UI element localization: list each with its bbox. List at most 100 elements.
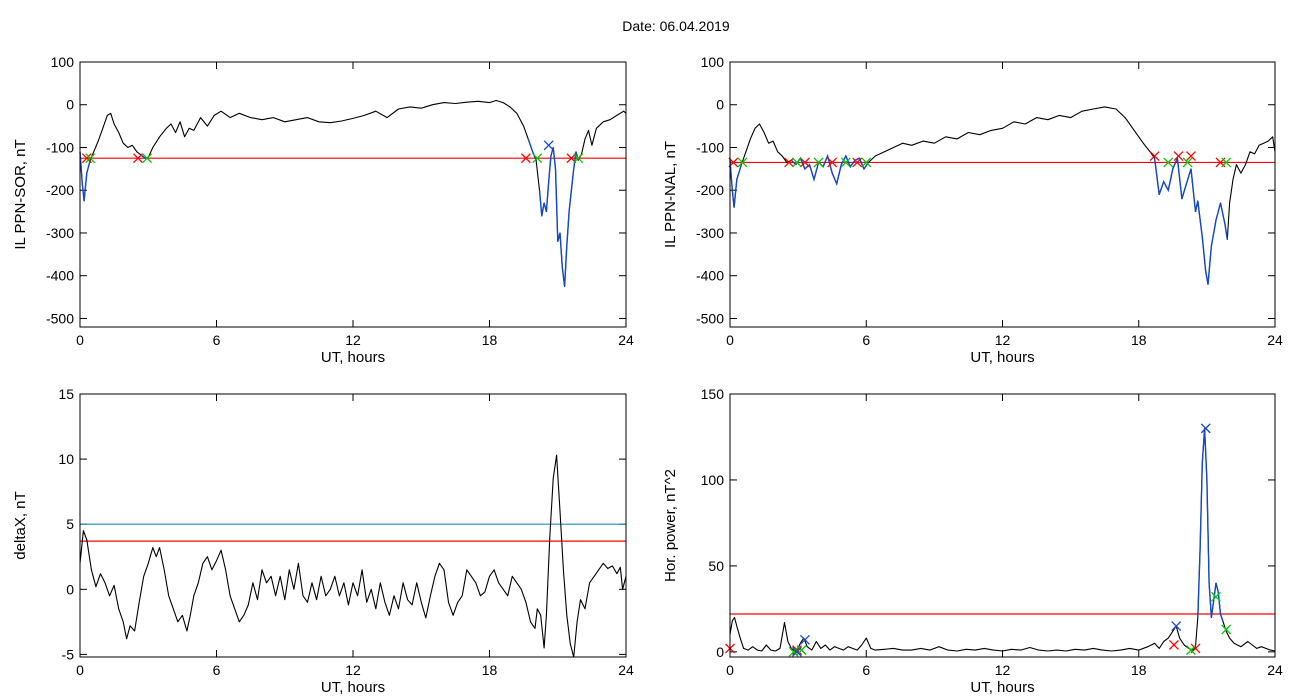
- end-marker-stroke: [85, 153, 96, 164]
- x-tick-label: 18: [482, 332, 498, 348]
- end-marker-stroke: [792, 157, 802, 168]
- start-marker-stroke: [1168, 640, 1179, 650]
- y-tick-label: 100: [701, 472, 725, 488]
- y-tick-label: 0: [716, 644, 724, 660]
- peak-marker: [799, 634, 810, 645]
- end-marker: [737, 157, 748, 168]
- y-axis-label: IL PPN-SOR, nT: [12, 139, 29, 249]
- end-marker: [1221, 157, 1232, 168]
- end-marker-stroke: [1163, 157, 1174, 168]
- chart-ppn-sor: 0 6 12 18 24 100 0 -100 -200 -300 -400 -500 UT, hour…: [12, 54, 634, 366]
- end-marker: [788, 646, 799, 657]
- event-segment: [538, 147, 579, 287]
- y-tick-label: 0: [66, 581, 74, 597]
- end-marker-stroke: [142, 153, 153, 164]
- x-tick-label: 0: [76, 662, 84, 678]
- peak-marker: [792, 646, 802, 657]
- end-marker: [792, 157, 802, 168]
- start-marker-stroke: [520, 153, 531, 164]
- end-marker: [813, 157, 824, 168]
- end-marker: [573, 153, 584, 164]
- end-marker-stroke: [861, 157, 872, 168]
- start-marker: [133, 153, 143, 164]
- peak-marker: [1200, 423, 1211, 434]
- x-tick-label: 18: [1131, 332, 1147, 348]
- y-tick-label: 0: [66, 97, 74, 113]
- event-segment: [527, 138, 537, 161]
- x-tick-label: 18: [482, 662, 498, 678]
- x-tick-label: 24: [618, 332, 634, 348]
- end-marker: [1163, 157, 1174, 168]
- x-axis-label: UT, hours: [321, 679, 385, 696]
- x-tick-label: 18: [1131, 662, 1147, 678]
- event-segment: [729, 160, 743, 208]
- end-marker: [840, 157, 851, 168]
- y-tick-label: -300: [46, 225, 74, 241]
- end-marker-stroke: [737, 157, 748, 168]
- peak-marker-stroke: [792, 646, 802, 657]
- chart-hor-power: 0 6 12 18 24 0 50 100 150 UT, hours Hor. power, nT…: [662, 386, 1283, 696]
- x-tick-label: 12: [995, 332, 1011, 348]
- series-line: [729, 427, 1276, 653]
- x-tick-label: 12: [345, 662, 361, 678]
- y-tick-label: -5: [62, 646, 75, 662]
- start-marker: [1168, 640, 1179, 650]
- y-tick-label: -200: [696, 182, 724, 198]
- y-tick-label: -400: [46, 268, 74, 284]
- x-axis-label: UT, hours: [321, 349, 385, 366]
- y-axis-label: deltaX, nT: [12, 491, 29, 559]
- x-axis-label: UT, hours: [970, 349, 1034, 366]
- peak-marker-stroke: [799, 634, 810, 645]
- start-marker-stroke: [1173, 151, 1184, 161]
- end-marker-stroke: [1182, 157, 1193, 168]
- end-marker-stroke: [840, 157, 851, 168]
- x-tick-label: 12: [345, 332, 361, 348]
- y-tick-label: -100: [696, 139, 724, 155]
- y-tick-label: 150: [701, 386, 725, 402]
- event-segment: [1153, 155, 1228, 285]
- y-axis-label: Hor. power, nT^2: [662, 469, 679, 582]
- x-tick-label: 6: [862, 332, 870, 348]
- start-marker-stroke: [799, 157, 810, 168]
- end-marker: [1182, 157, 1193, 168]
- x-axis-label: UT, hours: [970, 679, 1034, 696]
- start-marker-stroke: [133, 153, 143, 164]
- y-tick-label: -500: [46, 310, 74, 326]
- x-tick-label: 24: [1267, 662, 1283, 678]
- end-marker-stroke: [573, 153, 584, 164]
- x-tick-label: 24: [618, 662, 634, 678]
- peak-marker-stroke: [1171, 621, 1182, 632]
- end-marker-stroke: [813, 157, 824, 168]
- x-tick-label: 24: [1267, 332, 1283, 348]
- end-marker: [85, 153, 96, 164]
- end-marker: [1221, 624, 1232, 635]
- end-marker: [142, 153, 153, 164]
- page-title: Date: 06.04.2019: [622, 18, 730, 34]
- y-tick-label: 5: [66, 516, 74, 532]
- start-marker: [799, 157, 810, 168]
- peak-marker-stroke: [1200, 423, 1211, 434]
- x-tick-label: 0: [726, 662, 734, 678]
- end-marker-stroke: [1210, 591, 1221, 602]
- y-tick-label: -300: [696, 225, 724, 241]
- start-marker: [520, 153, 531, 164]
- y-tick-label: -500: [696, 310, 724, 326]
- start-marker: [1173, 151, 1184, 161]
- y-axis-label: IL PPN-NAL, nT: [662, 141, 679, 248]
- x-tick-label: 0: [76, 332, 84, 348]
- x-tick-label: 6: [213, 332, 221, 348]
- plot-frame: [79, 393, 627, 658]
- y-tick-label: 10: [58, 451, 74, 467]
- start-marker-stroke: [81, 153, 92, 164]
- y-tick-label: -400: [696, 268, 724, 284]
- start-marker: [852, 157, 863, 168]
- x-tick-label: 12: [995, 662, 1011, 678]
- y-tick-label: -100: [46, 139, 74, 155]
- x-tick-label: 0: [726, 332, 734, 348]
- peak-marker-stroke: [543, 140, 554, 151]
- y-tick-label: 100: [701, 54, 725, 70]
- y-tick-label: -200: [46, 182, 74, 198]
- start-marker: [784, 157, 795, 168]
- x-tick-label: 6: [213, 662, 221, 678]
